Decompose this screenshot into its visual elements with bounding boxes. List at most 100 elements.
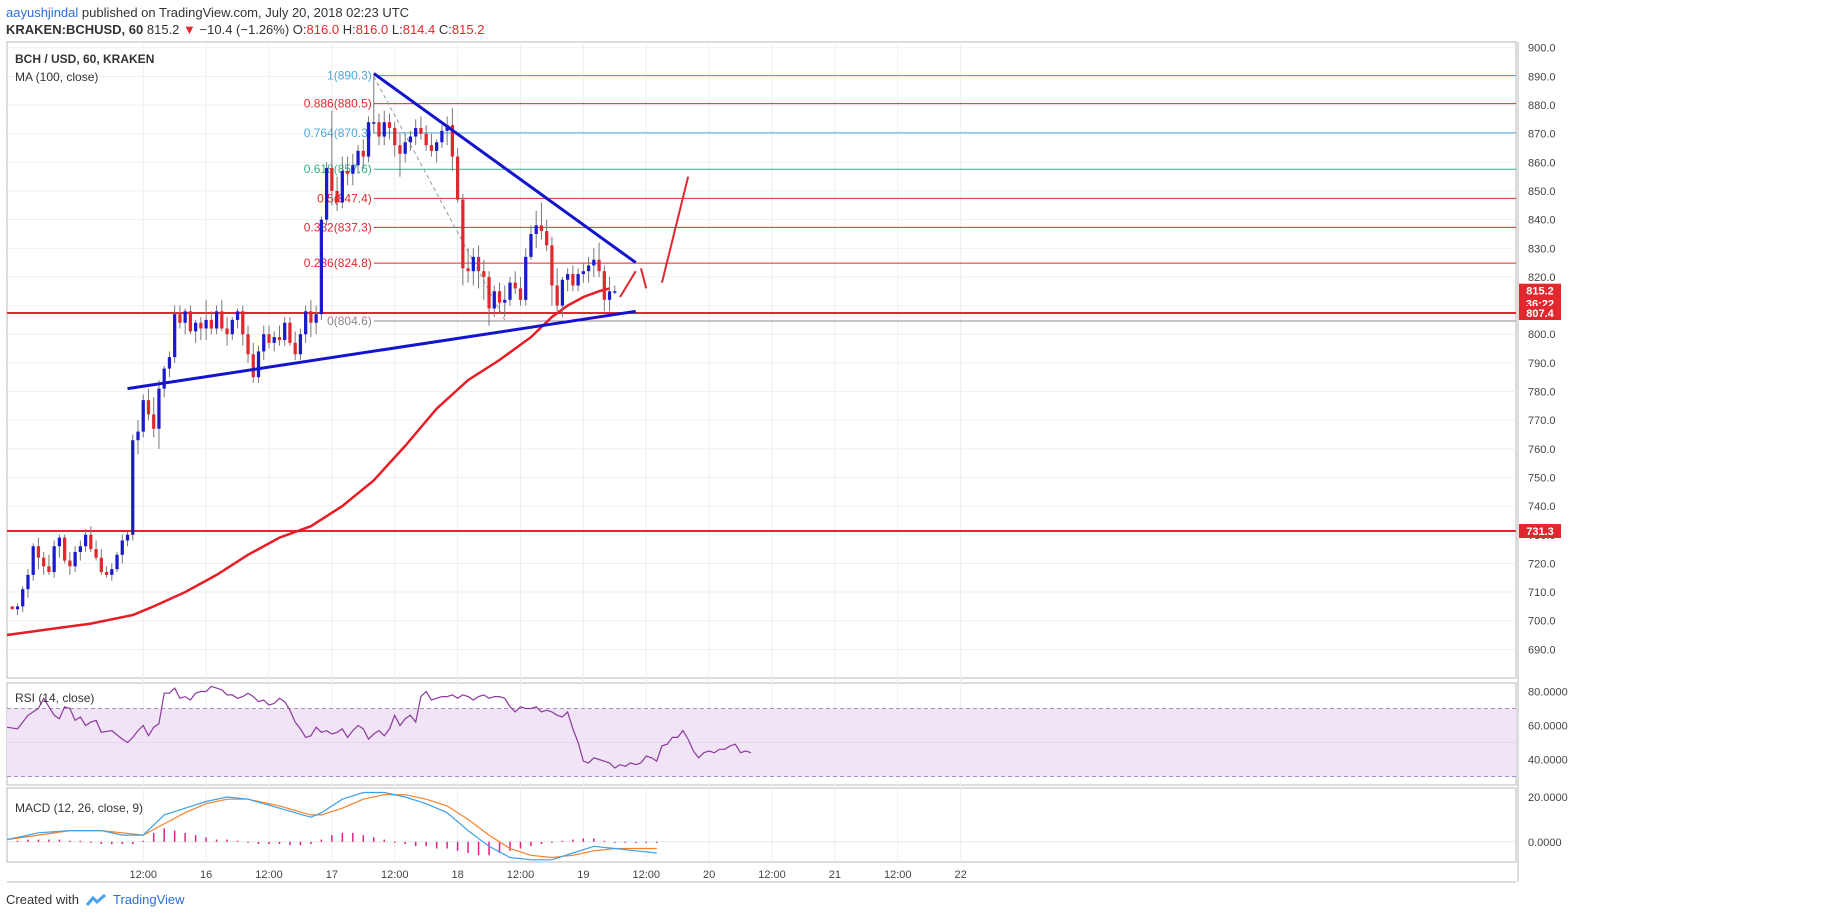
candle-body <box>36 546 41 558</box>
symbol-line: KRAKEN:BCHUSD, 60 815.2 ▼ −10.4 (−1.26%)… <box>6 21 484 38</box>
candle-body <box>550 245 554 286</box>
x-tick-label: 20 <box>703 869 715 881</box>
candle-body <box>63 537 67 561</box>
candle-body <box>183 311 187 323</box>
candle-body <box>524 256 528 300</box>
y-tick-label: 790.0 <box>1528 358 1556 370</box>
fib-level-label: 0.382(837.3) <box>304 220 372 234</box>
candle-body <box>26 574 30 590</box>
candle-body <box>330 168 334 191</box>
candle-body <box>21 589 25 607</box>
candle-body <box>99 557 103 572</box>
rsi-tick-label: 40.0000 <box>1528 755 1568 767</box>
rsi-tick-label: 80.0000 <box>1528 687 1568 699</box>
candle-body <box>440 130 444 143</box>
candle-body <box>131 440 135 535</box>
candle-body <box>319 219 323 315</box>
candle-body <box>366 122 371 157</box>
candle-body <box>104 572 109 575</box>
candle-body <box>340 170 344 203</box>
candle-body <box>288 322 292 343</box>
candle-body <box>581 271 585 275</box>
candle-body <box>188 311 193 332</box>
rsi-line <box>6 685 752 769</box>
footer: Created with TradingView <box>6 892 185 907</box>
y-tick-label: 820.0 <box>1528 272 1556 284</box>
candle-body <box>476 256 481 272</box>
chart-canvas[interactable]: 1(890.3) 0.886(880.5) 0.764(870.3) 0.618(85… <box>0 38 1828 883</box>
candle-body <box>560 279 565 306</box>
fib-level-label: 0.5(847.4) <box>317 191 372 205</box>
candle-body <box>503 299 507 303</box>
created-with-text: Created with <box>6 892 79 907</box>
candle-body <box>518 288 523 300</box>
y-tick-label: 740.0 <box>1528 501 1556 513</box>
candle-body <box>220 311 224 329</box>
candle-body <box>492 291 496 309</box>
candle-body <box>566 274 570 280</box>
candle-body <box>545 231 549 246</box>
candle-body <box>497 291 502 303</box>
price-badge-label: 731.3 <box>1526 526 1554 538</box>
y-tick-label: 890.0 <box>1528 71 1556 83</box>
candle-body <box>152 414 156 429</box>
candle-body <box>571 274 575 286</box>
candle-body <box>592 259 596 266</box>
x-tick-label: 22 <box>954 869 966 881</box>
candle-body <box>324 168 329 220</box>
candle-body <box>162 368 166 389</box>
candle-body <box>487 276 491 309</box>
candle-body <box>120 540 124 555</box>
candle-body <box>194 322 198 332</box>
tradingview-link[interactable]: TradingView <box>112 892 185 907</box>
fib-level-label: 0.236(824.8) <box>304 256 372 270</box>
ma-indicator-label: MA (100, close) <box>15 70 98 84</box>
candle-body <box>78 546 82 552</box>
y-tick-label: 900.0 <box>1528 43 1556 55</box>
ohlc-c-value: 815.2 <box>451 22 485 37</box>
candle-body <box>403 142 407 154</box>
price-badge <box>1519 306 1561 321</box>
candle-body <box>15 606 20 610</box>
y-tick-label: 760.0 <box>1528 444 1556 456</box>
candle-body <box>73 551 77 567</box>
candle-body <box>83 534 88 547</box>
candle-body <box>94 549 98 558</box>
price-badge <box>1519 283 1561 298</box>
candle-body <box>424 133 428 146</box>
x-tick-label: 12:00 <box>255 869 283 881</box>
fib-level-label: 0(804.6) <box>327 314 372 328</box>
candle-body <box>314 314 318 323</box>
projection-segment <box>619 270 637 298</box>
x-tick-label: 12:00 <box>129 869 157 881</box>
candle-body <box>361 150 365 157</box>
candle-body <box>298 334 303 355</box>
candle-body <box>455 156 460 200</box>
x-tick-label: 16 <box>200 869 212 881</box>
y-tick-label: 700.0 <box>1528 616 1556 628</box>
candle-body <box>539 225 544 232</box>
author-link[interactable]: aayushjindal <box>6 5 79 20</box>
fib-level-label: 1(890.3) <box>327 69 372 83</box>
fib-level-label: 0.618(857.6) <box>304 162 372 176</box>
y-tick-label: 780.0 <box>1528 387 1556 399</box>
macd-line <box>6 791 657 861</box>
rsi-title: RSI (14, close) <box>15 691 94 705</box>
candle-body <box>607 291 612 300</box>
candle-body <box>283 322 287 340</box>
candle-body <box>141 400 145 432</box>
x-tick-label: 19 <box>577 869 589 881</box>
y-tick-label: 710.0 <box>1528 587 1556 599</box>
x-tick-label: 12:00 <box>884 869 912 881</box>
candle-body <box>482 271 486 277</box>
candle-body <box>534 225 538 234</box>
candle-body <box>602 271 606 300</box>
x-tick-label: 21 <box>829 869 841 881</box>
ohlc-h-value: 816.0 <box>355 22 389 37</box>
candle-body <box>267 334 271 343</box>
descending-resistance-trendline <box>372 72 637 264</box>
x-tick-label: 12:00 <box>381 869 409 881</box>
ohlc-o-label: O: <box>292 22 307 37</box>
candle-body <box>304 311 308 335</box>
candle-body <box>199 322 203 329</box>
